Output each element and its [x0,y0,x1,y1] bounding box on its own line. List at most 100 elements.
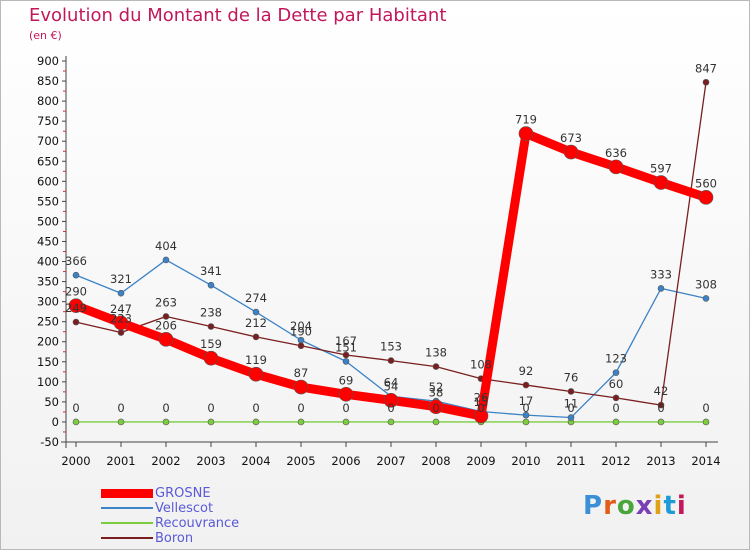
data-label-vellescot: 17 [519,394,534,408]
data-point-boron [207,323,215,330]
y-tick-label: 250 [37,315,59,329]
y-tick-label: 50 [44,395,59,409]
x-tick-label: 2001 [106,454,135,468]
legend-label: Boron [155,531,194,546]
data-label-grosne: 159 [200,337,222,351]
data-label-grosne: 54 [384,379,399,393]
legend-swatch [101,488,153,498]
data-label-boron: 76 [564,370,579,384]
data-point-boron [432,363,440,370]
x-tick-label: 2002 [151,454,180,468]
data-label-vellescot: 64 [384,375,399,389]
data-label-boron: 190 [290,325,312,339]
data-point-recouvrance [342,418,350,426]
data-point-recouvrance [72,418,80,426]
data-label-grosne: 247 [110,302,132,316]
y-tick-label: 350 [37,275,59,289]
x-tick-label: 2013 [646,454,675,468]
legend-swatch [101,507,153,509]
data-label-grosne: 636 [605,146,627,160]
x-tick-label: 2005 [286,454,315,468]
y-tick-label: -50 [40,435,59,449]
data-label-grosne: 597 [650,162,672,176]
data-point-grosne [248,366,264,382]
axes: -500501001502002503003504004505005506006… [37,54,721,468]
data-label-boron: 249 [65,301,87,315]
x-tick-label: 2006 [331,454,360,468]
data-label-vellescot: 52 [429,380,444,394]
data-label-grosne: 719 [515,113,537,127]
data-point-recouvrance [612,418,620,426]
data-point-grosne [293,379,309,395]
logo-letter: i [676,491,687,521]
data-point-boron [387,357,395,364]
data-label-vellescot: 333 [650,267,672,281]
data-label-vellescot: 404 [155,239,177,253]
data-label-grosne: 38 [429,386,444,400]
data-label-recouvrance: 0 [252,401,259,415]
data-point-boron [522,381,530,389]
data-point-vellescot [162,256,170,264]
y-tick-label: 800 [37,94,59,108]
data-label-grosne: 290 [65,285,87,299]
data-label-boron: 263 [155,295,177,309]
x-tick-label: 2000 [61,454,90,468]
data-point-recouvrance [207,418,215,426]
x-tick-label: 2004 [241,454,270,468]
y-tick-label: 600 [37,174,59,188]
data-label-vellescot: 274 [245,291,267,305]
data-point-boron [252,333,260,341]
data-label-vellescot: 151 [335,340,357,354]
chart-title: Evolution du Montant de la Dette par Hab… [29,5,447,26]
data-point-boron [117,329,125,336]
data-label-boron: 138 [425,346,447,360]
data-label-boron: 153 [380,340,402,354]
x-tick-label: 2012 [601,454,630,468]
data-label-grosne: 87 [294,366,309,380]
data-point-vellescot [72,271,80,279]
data-label-vellescot: 11 [564,397,579,411]
data-point-vellescot [207,281,215,289]
y-tick-label: 500 [37,214,59,228]
data-point-recouvrance [252,418,260,426]
data-label-boron: 42 [654,384,669,398]
y-tick-label: 200 [37,335,59,349]
data-label-recouvrance: 0 [612,401,619,415]
y-tick-label: 300 [37,295,59,309]
y-tick-label: 700 [37,134,59,148]
data-point-grosne [473,408,489,424]
legend-swatch [101,522,153,524]
data-label-recouvrance: 0 [297,401,304,415]
data-label-boron: 108 [470,358,492,372]
logo-letter: o [616,491,636,521]
legend-label: GROSNE [155,486,211,501]
x-tick-label: 2014 [691,454,720,468]
data-label-recouvrance: 0 [657,401,664,415]
data-point-recouvrance [702,418,710,426]
data-label-recouvrance: 0 [72,401,79,415]
legend-label: Recouvrance [155,516,240,531]
x-tick-label: 2007 [376,454,405,468]
series-layer [68,78,714,426]
logo-letter: P [583,491,604,521]
data-point-boron [162,313,170,320]
data-label-recouvrance: 0 [207,401,214,415]
y-tick-label: 650 [37,154,59,168]
data-point-recouvrance [657,418,665,426]
legend-swatch [101,537,153,539]
data-labels: 366 321 404 341 274 204 151 64 52 26 17 11 123 333 308… [65,61,717,415]
data-point-recouvrance [297,418,305,426]
data-label-recouvrance: 0 [387,401,394,415]
data-point-recouvrance [522,418,530,426]
y-tick-label: 550 [37,194,59,208]
data-point-vellescot [567,414,575,421]
data-point-grosne [518,126,534,141]
proxiti-logo: Proxiti [583,491,687,521]
data-point-grosne [698,190,714,205]
data-point-vellescot [252,308,260,316]
data-point-vellescot [657,285,665,292]
data-label-boron: 238 [200,305,222,319]
data-point-recouvrance [162,418,170,426]
